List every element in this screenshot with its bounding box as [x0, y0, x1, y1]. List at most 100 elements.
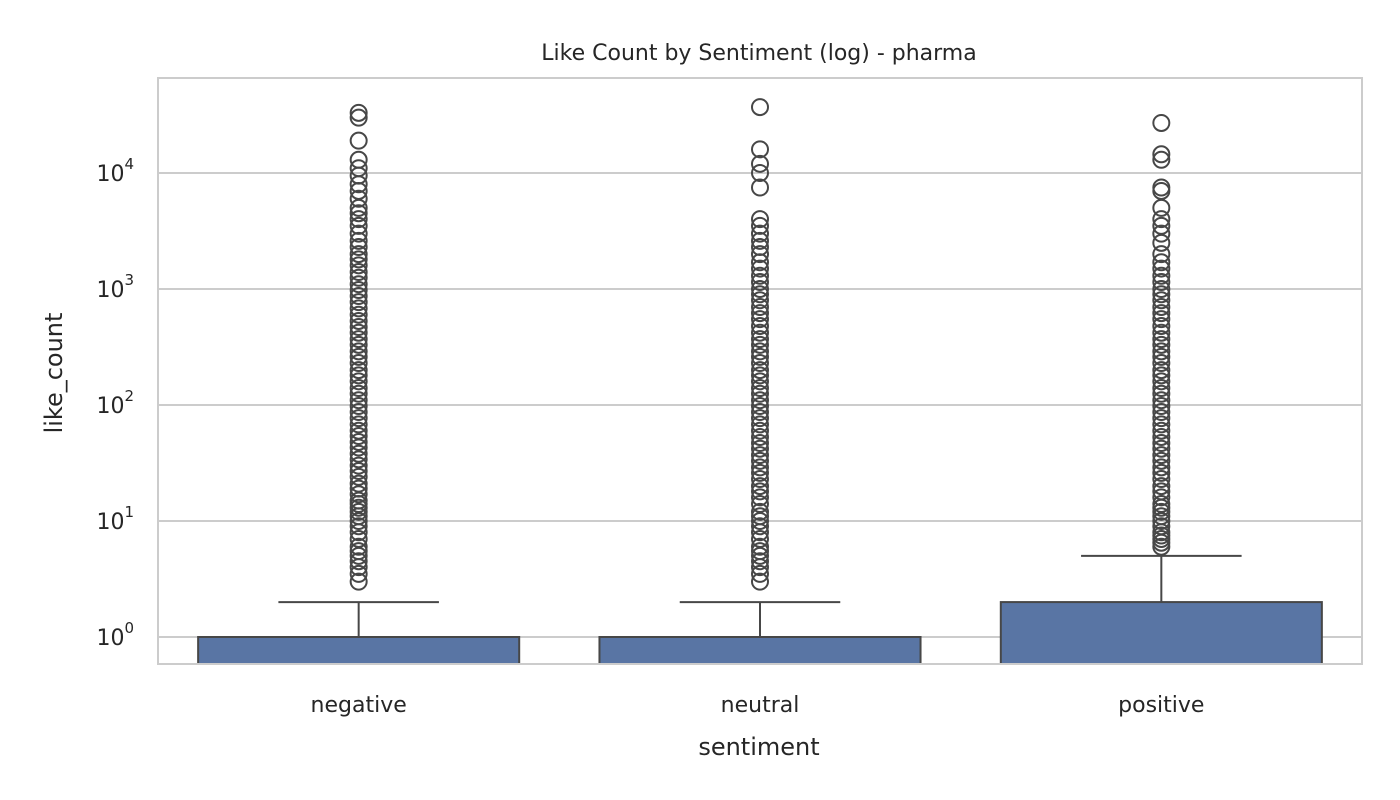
outlier-point [349, 427, 368, 446]
outlier-point [349, 299, 368, 318]
outlier-point [751, 488, 769, 507]
outlier-point [751, 439, 769, 458]
outlier-point [349, 517, 368, 536]
outlier-point [751, 470, 769, 489]
y-tick-base: 10 [96, 278, 124, 303]
outlier-layer [349, 98, 1171, 591]
outlier-point [751, 347, 769, 366]
outlier-point [1152, 216, 1171, 235]
outlier-point [751, 272, 769, 291]
outlier-point [349, 311, 368, 330]
outlier-point [751, 482, 769, 501]
y-tick-label: 100 [96, 619, 134, 651]
outlier-point [349, 305, 368, 324]
outlier-point [1152, 245, 1171, 264]
outlier-point [751, 391, 769, 410]
outlier-point [349, 238, 368, 257]
outlier-point [751, 178, 769, 197]
outlier-point [751, 564, 769, 583]
outlier-point [1152, 482, 1171, 501]
outlier-point [751, 507, 769, 526]
outlier-point [1152, 291, 1171, 310]
outlier-point [1152, 342, 1171, 361]
outlier-point [1152, 266, 1171, 285]
outlier-point [349, 391, 368, 410]
outlier-point [349, 415, 368, 434]
outlier-point [751, 291, 769, 310]
outlier-point [751, 434, 769, 453]
outlier-point [349, 250, 368, 269]
outlier-point [349, 150, 368, 169]
outlier-point [1152, 310, 1171, 329]
outlier-point [349, 432, 368, 451]
outlier-point [1152, 150, 1171, 169]
outlier-point [1152, 113, 1171, 132]
outlier-point [349, 245, 368, 264]
x-tick-label: neutral [721, 693, 800, 718]
outlier-point [751, 335, 769, 354]
outlier-point [1152, 347, 1171, 366]
outlier-point [751, 266, 769, 285]
outlier-point [1152, 495, 1171, 514]
box-body [598, 636, 922, 665]
outlier-point [1152, 379, 1171, 398]
outlier-point [1152, 233, 1171, 252]
outlier-point [349, 542, 368, 561]
outlier-point [349, 379, 368, 398]
outlier-point [1152, 409, 1171, 428]
y-tick-base: 10 [96, 510, 124, 535]
outlier-point [751, 552, 769, 571]
outlier-point [349, 564, 368, 583]
outlier-point [349, 366, 368, 385]
y-tick-exponent: 3 [124, 271, 134, 289]
outlier-point [751, 427, 769, 446]
outlier-point [1152, 403, 1171, 422]
y-tick-label: 101 [96, 503, 134, 535]
y-tick-exponent: 1 [124, 503, 134, 521]
outlier-point [1152, 210, 1171, 229]
outlier-point [751, 458, 769, 477]
outlier-point [349, 529, 368, 548]
outlier-point [751, 285, 769, 304]
outlier-point [349, 131, 368, 150]
outlier-point [751, 310, 769, 329]
outlier-point [1152, 451, 1171, 470]
outlier-point [751, 502, 769, 521]
outlier-point [1152, 361, 1171, 380]
outlier-point [349, 216, 368, 235]
outlier-point [1152, 384, 1171, 403]
outlier-point [349, 189, 368, 208]
outlier-point [751, 517, 769, 536]
outlier-point [1152, 253, 1171, 272]
outlier-point [1152, 354, 1171, 373]
outlier-point [1152, 297, 1171, 316]
outlier-point [1152, 145, 1171, 164]
outlier-point [1152, 517, 1171, 536]
outlier-point [349, 403, 368, 422]
outlier-point [751, 409, 769, 428]
y-tick-label: 104 [96, 155, 134, 187]
outlier-point [349, 224, 368, 243]
outlier-point [1152, 488, 1171, 507]
outlier-point [349, 347, 368, 366]
outlier-point [1152, 415, 1171, 434]
outlier-point [1152, 335, 1171, 354]
outlier-point [1152, 316, 1171, 335]
outlier-point [349, 461, 368, 480]
outlier-point [1152, 397, 1171, 416]
y-tick-label: 102 [96, 387, 134, 419]
outlier-point [751, 342, 769, 361]
outlier-point [1152, 198, 1171, 217]
outlier-point [751, 361, 769, 380]
outlier-point [349, 335, 368, 354]
outlier-point [1152, 372, 1171, 391]
outlier-point [751, 323, 769, 342]
outlier-point [349, 287, 368, 306]
outlier-point [1152, 330, 1171, 349]
outlier-point [349, 372, 368, 391]
outlier-point [751, 238, 769, 257]
y-tick-base: 10 [96, 162, 124, 187]
outlier-point [751, 463, 769, 482]
